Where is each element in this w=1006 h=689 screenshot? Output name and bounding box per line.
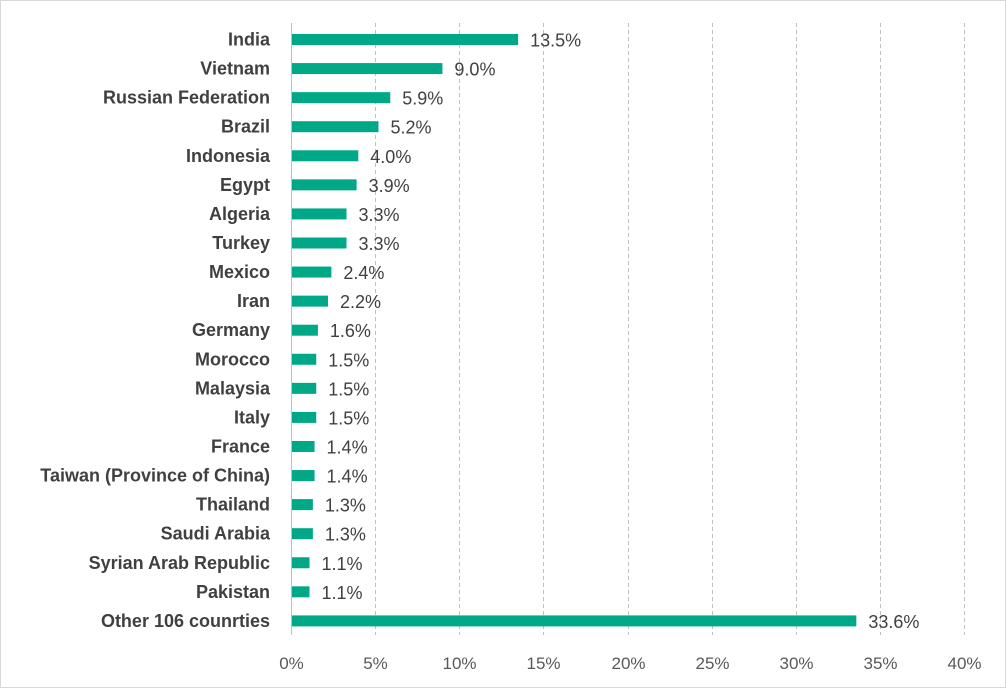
category-label: Malaysia bbox=[195, 378, 271, 398]
category-label: Syrian Arab Republic bbox=[89, 553, 270, 573]
bar bbox=[292, 63, 443, 75]
bar bbox=[292, 266, 332, 278]
bar bbox=[292, 208, 347, 220]
category-label: Morocco bbox=[195, 349, 270, 369]
bar bbox=[292, 411, 317, 423]
data-label: 1.1% bbox=[322, 554, 363, 574]
bar bbox=[292, 237, 347, 249]
data-label: 2.2% bbox=[340, 292, 381, 312]
data-label: 3.3% bbox=[359, 205, 400, 225]
bar bbox=[292, 586, 310, 598]
data-label: 33.6% bbox=[868, 612, 919, 632]
bar bbox=[292, 528, 313, 540]
data-label: 2.4% bbox=[343, 263, 384, 283]
data-label: 1.1% bbox=[322, 583, 363, 603]
data-label: 4.0% bbox=[370, 147, 411, 167]
x-tick-label: 35% bbox=[863, 654, 897, 673]
bar bbox=[292, 557, 310, 569]
x-tick-label: 10% bbox=[442, 654, 476, 673]
bar bbox=[292, 470, 315, 482]
data-label: 3.3% bbox=[359, 234, 400, 254]
category-label: Turkey bbox=[212, 233, 270, 253]
bar bbox=[292, 121, 379, 133]
category-label: Saudi Arabia bbox=[161, 524, 271, 544]
data-label: 1.4% bbox=[327, 437, 368, 457]
data-label: 1.4% bbox=[327, 467, 368, 487]
bar bbox=[292, 499, 313, 511]
bar bbox=[292, 382, 317, 394]
data-label: 5.9% bbox=[402, 89, 443, 109]
data-label: 1.5% bbox=[328, 379, 369, 399]
data-label: 1.3% bbox=[325, 496, 366, 516]
bar bbox=[292, 440, 315, 452]
category-label: India bbox=[228, 30, 271, 50]
category-label: Vietnam bbox=[200, 59, 270, 79]
x-tick-label: 5% bbox=[363, 654, 388, 673]
data-label: 3.9% bbox=[369, 176, 410, 196]
bar bbox=[292, 324, 318, 336]
data-label: 1.6% bbox=[330, 321, 371, 341]
x-tick-label: 20% bbox=[611, 654, 645, 673]
category-label: Thailand bbox=[196, 495, 270, 515]
bar bbox=[292, 295, 329, 307]
data-label: 1.3% bbox=[325, 525, 366, 545]
data-label: 13.5% bbox=[530, 31, 581, 51]
category-label: Italy bbox=[234, 407, 270, 427]
bar bbox=[292, 615, 857, 627]
data-label: 5.2% bbox=[390, 118, 431, 138]
bar bbox=[292, 353, 317, 365]
category-label: Pakistan bbox=[196, 582, 270, 602]
x-tick-label: 25% bbox=[695, 654, 729, 673]
category-label: Egypt bbox=[220, 175, 270, 195]
category-label: Other 106 counrties bbox=[101, 611, 270, 631]
category-label: France bbox=[211, 436, 270, 456]
x-tick-label: 15% bbox=[526, 654, 560, 673]
data-label: 1.5% bbox=[328, 408, 369, 428]
category-label: Germany bbox=[192, 320, 270, 340]
x-tick-label: 40% bbox=[947, 654, 981, 673]
bar bbox=[292, 179, 357, 191]
category-label: Taiwan (Province of China) bbox=[40, 466, 270, 486]
category-label: Algeria bbox=[209, 204, 271, 224]
x-tick-label: 30% bbox=[779, 654, 813, 673]
category-label: Brazil bbox=[221, 117, 270, 137]
bar bbox=[292, 34, 519, 45]
category-label: Iran bbox=[237, 291, 270, 311]
bar bbox=[292, 150, 359, 162]
x-tick-label: 0% bbox=[279, 654, 304, 673]
category-label: Indonesia bbox=[186, 146, 271, 166]
category-label: Russian Federation bbox=[103, 88, 270, 108]
category-label: Mexico bbox=[209, 262, 270, 282]
data-label: 9.0% bbox=[454, 60, 495, 80]
bar bbox=[292, 92, 391, 104]
data-label: 1.5% bbox=[328, 350, 369, 370]
